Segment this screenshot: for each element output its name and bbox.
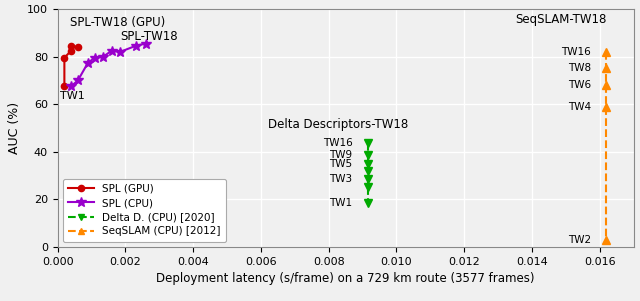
X-axis label: Deployment latency (s/frame) on a 729 km route (3577 frames): Deployment latency (s/frame) on a 729 km… [156, 272, 535, 285]
Text: SPL-TW18 (GPU): SPL-TW18 (GPU) [70, 16, 166, 29]
Text: Delta Descriptors-TW18: Delta Descriptors-TW18 [268, 118, 408, 131]
Text: TW16: TW16 [561, 47, 591, 57]
Legend: SPL (GPU), SPL (CPU), Delta D. (CPU) [2020], SeqSLAM (CPU) [2012]: SPL (GPU), SPL (CPU), Delta D. (CPU) [20… [63, 179, 226, 242]
Text: TW6: TW6 [568, 80, 591, 90]
Y-axis label: AUC (%): AUC (%) [8, 102, 21, 154]
Text: TW3: TW3 [329, 174, 353, 184]
Text: TW5: TW5 [329, 159, 353, 169]
Text: TW9: TW9 [329, 150, 353, 160]
Text: SPL-TW18: SPL-TW18 [120, 30, 178, 43]
Text: TW2: TW2 [568, 235, 591, 245]
Text: SeqSLAM-TW18: SeqSLAM-TW18 [515, 13, 607, 26]
Text: TW8: TW8 [568, 64, 591, 73]
Text: TW1: TW1 [60, 92, 84, 101]
Text: TW16: TW16 [323, 138, 353, 148]
Text: TW4: TW4 [568, 101, 591, 112]
Text: TW1: TW1 [329, 198, 353, 208]
